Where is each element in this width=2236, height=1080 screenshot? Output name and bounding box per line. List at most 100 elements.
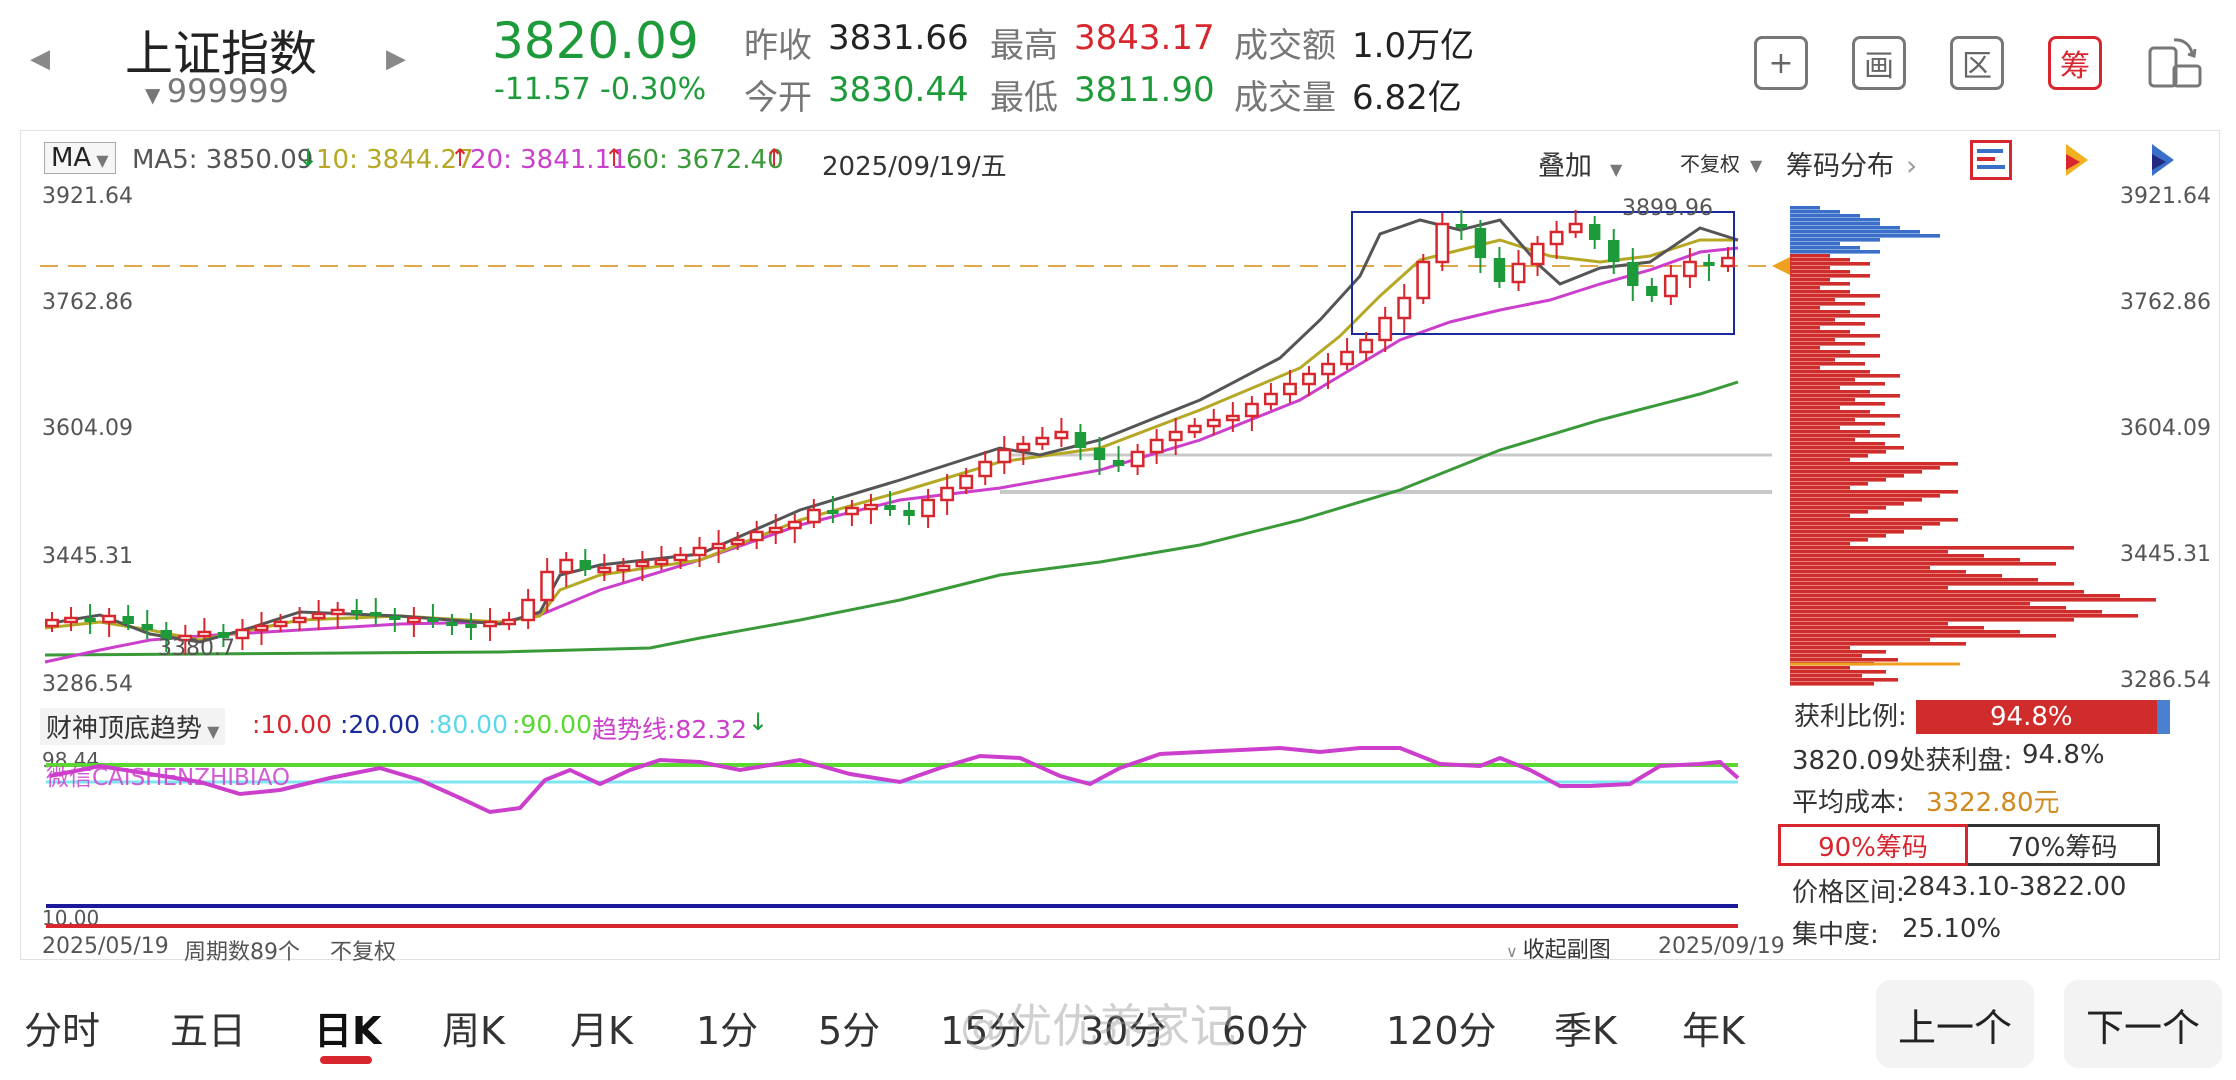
- chip-bar: [1790, 418, 1855, 422]
- candle: [1130, 450, 1145, 468]
- chip-bar: [1790, 222, 1880, 226]
- candle: [465, 624, 477, 628]
- volume-value: 6.82亿: [1352, 78, 1462, 118]
- tab-period[interactable]: 季K: [1554, 1009, 1617, 1053]
- chip-bar: [1790, 326, 1820, 330]
- chip-bar: [1790, 378, 1855, 382]
- overlay-dropdown[interactable]: 叠加 ▼: [1538, 144, 1622, 183]
- prev-stock-button[interactable]: 上一个: [1876, 980, 2034, 1068]
- profit-ratio-label: 获利比例:: [1794, 702, 1907, 732]
- tab-period[interactable]: 30分: [1080, 1009, 1167, 1053]
- chip-style3-icon[interactable]: [2144, 140, 2184, 180]
- chip-bar: [1790, 214, 1860, 218]
- candle: [1282, 382, 1297, 396]
- candle: [1187, 424, 1202, 434]
- arrow-up-icon: ↑: [604, 144, 625, 172]
- chip-bar: [1790, 254, 1830, 258]
- tab-period[interactable]: 五日: [170, 1009, 247, 1053]
- chip-button[interactable]: 筹: [2048, 36, 2102, 90]
- tab-period[interactable]: 月K: [570, 1009, 633, 1053]
- add-button[interactable]: +: [1754, 36, 1808, 90]
- candle: [827, 510, 839, 514]
- chip-bar: [1790, 614, 2138, 618]
- ma-selector-label: MA: [51, 143, 92, 173]
- tab-chip-90[interactable]: 90%筹码: [1778, 824, 1968, 866]
- chevron-down-icon: ▼: [91, 151, 109, 170]
- tab-chip-70[interactable]: 70%筹码: [1968, 824, 2160, 866]
- rotate-screen-icon[interactable]: [2144, 32, 2204, 92]
- candle: [749, 530, 764, 542]
- index-code[interactable]: ▼ 999999: [145, 72, 289, 110]
- chip-bar: [1790, 562, 2056, 566]
- price-axis-label-right: 3762.86: [2120, 290, 2211, 315]
- candle: [160, 630, 172, 640]
- candle: [559, 558, 574, 574]
- chip-bar: [1790, 394, 1900, 398]
- price-change: -11.57: [494, 72, 591, 107]
- candle: [1416, 260, 1431, 300]
- chip-bar: [1790, 582, 2074, 586]
- tab-period[interactable]: 120分: [1386, 1009, 1497, 1053]
- next-stock-button[interactable]: 下一个: [2064, 980, 2222, 1068]
- tab-period[interactable]: 周K: [442, 1009, 505, 1053]
- amount-label: 成交额: [1234, 26, 1336, 66]
- chip-bar: [1790, 398, 1855, 402]
- chip-style2-icon[interactable]: [2058, 140, 2098, 180]
- tab-period[interactable]: 15分: [940, 1009, 1027, 1053]
- tab-period[interactable]: 1分: [696, 1009, 759, 1053]
- chip-bar: [1790, 362, 1865, 366]
- tab-period[interactable]: 5分: [818, 1009, 881, 1053]
- price-axis-label: 3762.86: [42, 290, 133, 315]
- chip-bar: [1790, 518, 1958, 522]
- open-value: 3830.44: [828, 70, 969, 110]
- avg-cost-label: 平均成本:: [1792, 788, 1905, 818]
- price-change-pct: -0.30%: [600, 72, 707, 107]
- next-index-arrow[interactable]: ▶: [386, 44, 406, 74]
- active-tab-indicator: [320, 1056, 372, 1064]
- high-value: 3843.17: [1074, 18, 1215, 58]
- candle: [959, 474, 974, 490]
- candle: [1225, 414, 1240, 422]
- high-label: 最高: [990, 26, 1058, 66]
- candle: [1530, 242, 1545, 266]
- concentration-value: 25.10%: [1902, 914, 2002, 944]
- ma60-value: 60: 3672.40: [626, 145, 784, 175]
- collapse-subchart-button[interactable]: ∨ 收起副图: [1506, 932, 1611, 964]
- watermark: @优优养家记: [960, 999, 1236, 1053]
- ma-selector[interactable]: MA ▼: [44, 142, 116, 174]
- tab-period[interactable]: 年K: [1682, 1009, 1745, 1053]
- tab-period-active[interactable]: 日K: [314, 1009, 382, 1053]
- candle: [787, 520, 802, 530]
- range-button[interactable]: 区: [1950, 36, 2004, 90]
- chip-bar: [1790, 286, 1820, 290]
- chip-bar: [1790, 466, 1940, 470]
- candle: [1359, 338, 1374, 354]
- chip-bar: [1790, 506, 1886, 510]
- ma10-value: 10: 3844.27: [316, 145, 474, 175]
- price-axis-label: 3286.54: [42, 672, 133, 697]
- candle: [122, 616, 134, 624]
- tab-period[interactable]: 分时: [24, 1009, 101, 1053]
- chip-bar: [1790, 590, 2084, 594]
- chip-bar: [1790, 470, 1922, 474]
- chip-bar: [1790, 374, 1900, 378]
- chip-bar: [1790, 602, 2030, 606]
- chip-bar: [1790, 406, 1840, 410]
- chip-bar: [1790, 262, 1870, 266]
- chip-style1-icon[interactable]: [1970, 140, 2012, 180]
- chip-bar: [1790, 382, 1885, 386]
- adjust-dropdown[interactable]: 不复权 ▼: [1680, 148, 1762, 177]
- chip-bar: [1790, 482, 1868, 486]
- prev-index-arrow[interactable]: ◀: [30, 44, 50, 74]
- chip-bar: [1790, 678, 1898, 682]
- chip-dist-link[interactable]: 筹码分布 ›: [1786, 144, 1917, 183]
- tab-period[interactable]: 60分: [1222, 1009, 1309, 1053]
- candle: [292, 616, 307, 624]
- candle: [1206, 418, 1221, 428]
- indicator-l2: :20.00: [340, 710, 420, 739]
- draw-button[interactable]: 画: [1852, 36, 1906, 90]
- concentration-label: 集中度:: [1792, 920, 1879, 950]
- indicator-selector[interactable]: 财神顶底趋势 ▼: [40, 708, 226, 745]
- candle: [673, 553, 688, 562]
